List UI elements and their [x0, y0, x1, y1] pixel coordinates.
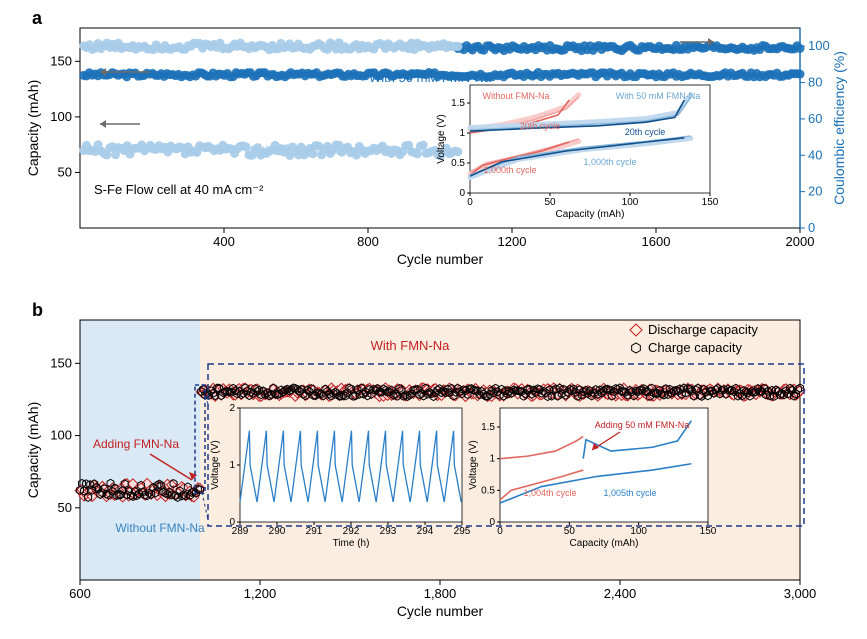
svg-text:Cycle number: Cycle number: [397, 603, 484, 619]
svg-text:Capacity (mAh): Capacity (mAh): [25, 402, 41, 498]
svg-text:0.5: 0.5: [481, 485, 495, 496]
svg-text:Capacity (mAh): Capacity (mAh): [570, 538, 639, 549]
svg-text:291: 291: [306, 526, 323, 537]
svg-text:293: 293: [380, 526, 397, 537]
panel-b-chart: 6001,2001,8002,4003,000Cycle number50100…: [0, 0, 867, 639]
svg-text:0: 0: [497, 526, 503, 537]
figure-root: { "panelA": { "label": "a", "label_pos":…: [0, 0, 867, 639]
svg-text:Voltage (V): Voltage (V): [210, 440, 221, 489]
svg-text:0: 0: [489, 517, 495, 528]
svg-text:With FMN-Na: With FMN-Na: [371, 338, 450, 353]
svg-text:Adding FMN-Na: Adding FMN-Na: [93, 437, 179, 451]
svg-text:Time (h): Time (h): [333, 538, 370, 549]
svg-text:150: 150: [700, 526, 717, 537]
svg-text:295: 295: [454, 526, 471, 537]
svg-text:1,800: 1,800: [424, 586, 457, 601]
svg-text:1: 1: [229, 460, 235, 471]
svg-text:600: 600: [69, 586, 91, 601]
svg-text:Discharge capacity: Discharge capacity: [648, 322, 758, 337]
svg-text:Without FMN-Na: Without FMN-Na: [115, 521, 205, 535]
svg-text:290: 290: [269, 526, 286, 537]
svg-text:1: 1: [489, 454, 495, 465]
svg-text:294: 294: [417, 526, 434, 537]
svg-text:100: 100: [50, 428, 72, 443]
svg-text:Adding 50 mM FMN-Na: Adding 50 mM FMN-Na: [595, 420, 690, 430]
svg-text:1.5: 1.5: [481, 422, 495, 433]
svg-text:2,400: 2,400: [604, 586, 637, 601]
svg-text:0: 0: [229, 517, 235, 528]
svg-text:50: 50: [564, 526, 576, 537]
svg-text:Voltage (V): Voltage (V): [468, 440, 479, 489]
svg-text:1,004th cycle: 1,004th cycle: [523, 488, 576, 498]
svg-text:100: 100: [630, 526, 647, 537]
svg-text:3,000: 3,000: [784, 586, 817, 601]
svg-text:50: 50: [58, 500, 72, 515]
svg-text:150: 150: [50, 355, 72, 370]
svg-text:1,200: 1,200: [244, 586, 277, 601]
svg-text:2: 2: [229, 403, 235, 414]
svg-text:Charge capacity: Charge capacity: [648, 340, 742, 355]
svg-text:292: 292: [343, 526, 360, 537]
svg-text:1,005th cycle: 1,005th cycle: [603, 488, 656, 498]
